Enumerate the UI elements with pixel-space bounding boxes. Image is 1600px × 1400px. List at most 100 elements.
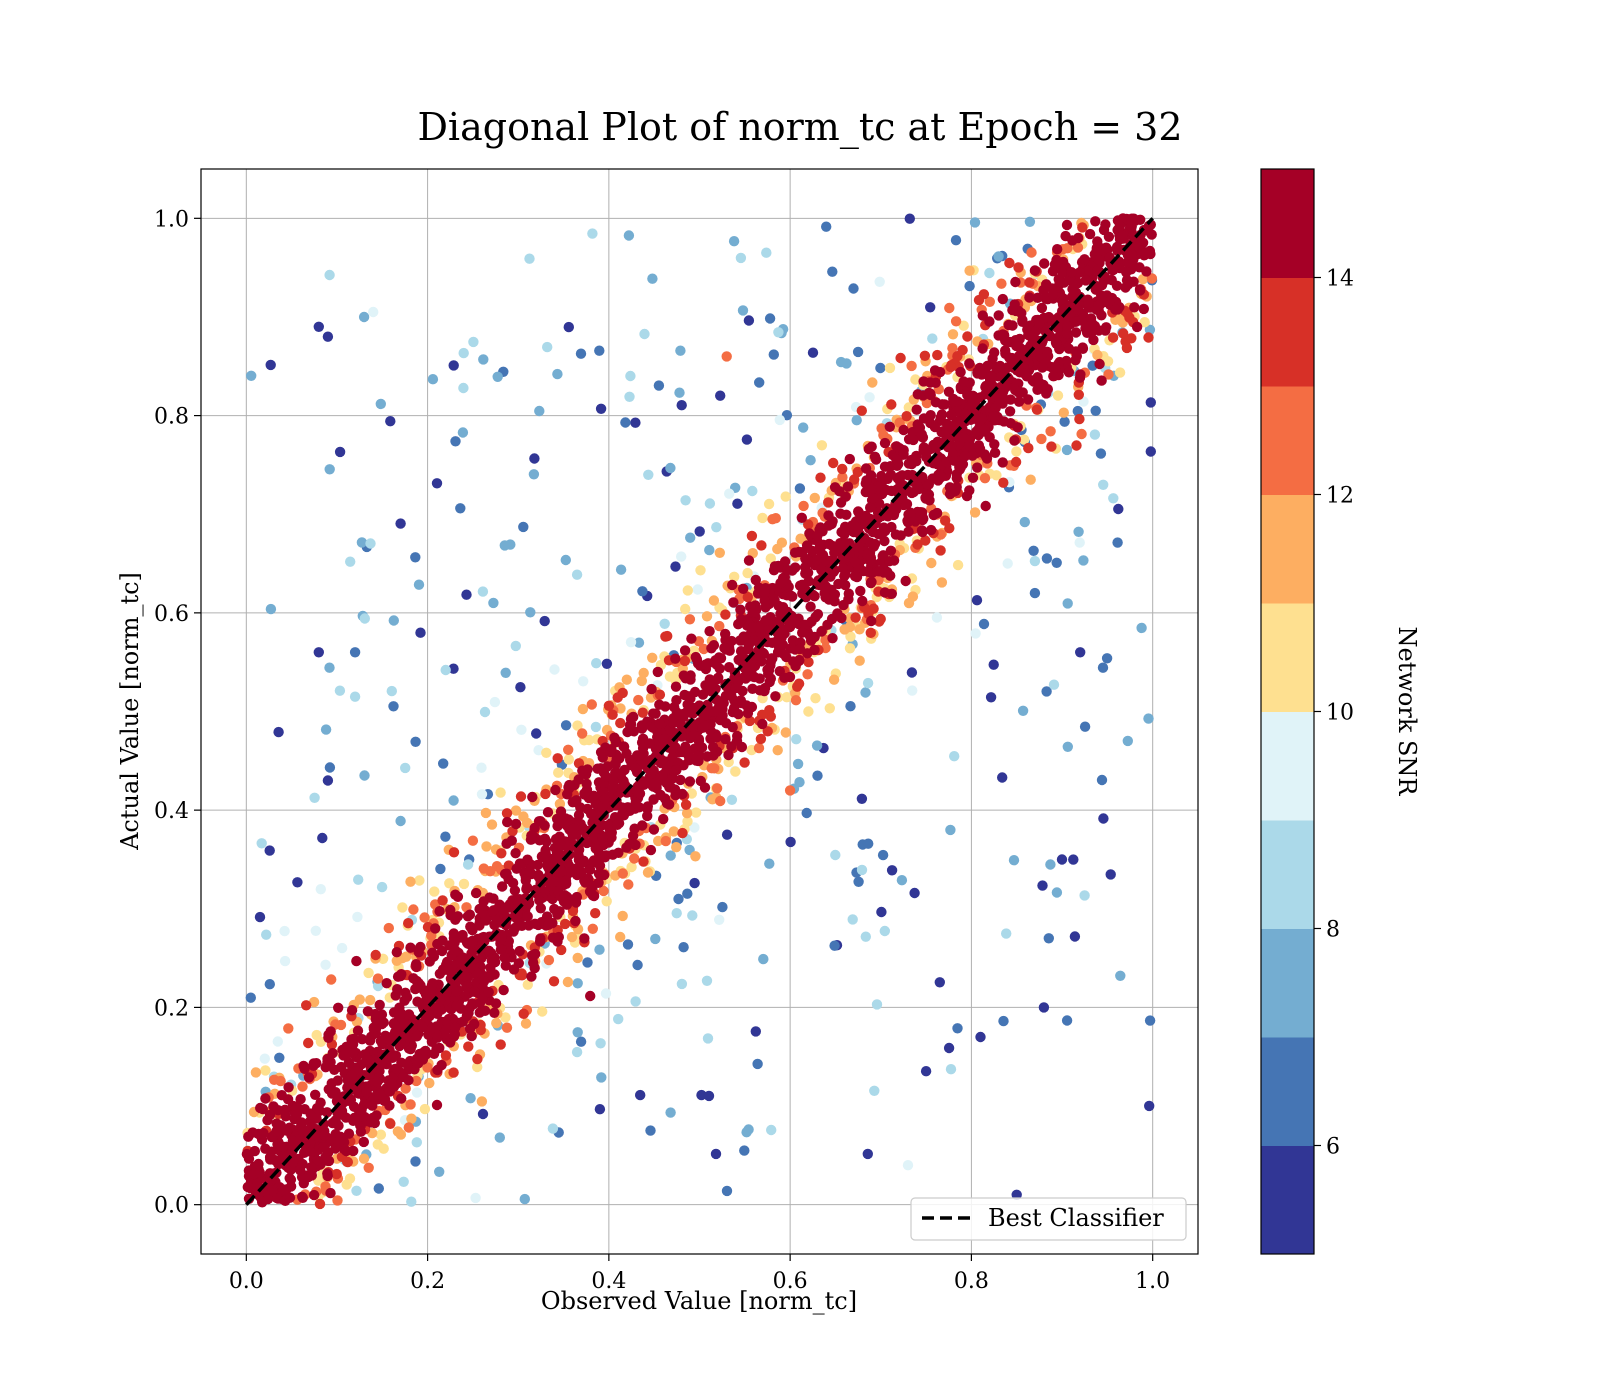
scatter-point [422, 1062, 433, 1073]
scatter-point [528, 469, 540, 480]
scatter-point [718, 697, 729, 709]
scatter-point [353, 874, 364, 885]
scatter-point [1083, 297, 1094, 309]
scatter-point [372, 973, 384, 984]
scatter-point [1130, 215, 1141, 226]
scatter-point [457, 427, 469, 438]
scatter-point [243, 1131, 254, 1142]
scatter-point [562, 976, 574, 988]
scatter-point [750, 574, 761, 586]
scatter-point [529, 453, 540, 464]
scatter-point [816, 564, 827, 575]
scatter-point [699, 720, 710, 732]
scatter-point [643, 469, 654, 480]
scatter-point [701, 975, 713, 986]
scatter-point [1094, 358, 1105, 370]
scatter-point [366, 1117, 377, 1128]
scatter-point [704, 544, 715, 556]
scatter-point [1024, 216, 1036, 227]
scatter-point [941, 424, 952, 435]
scatter-point [929, 421, 941, 433]
scatter-point [1103, 369, 1114, 380]
scatter-point [857, 595, 868, 607]
scatter-point [1096, 375, 1107, 386]
scatter-point [1142, 225, 1154, 236]
scatter-point [254, 1167, 265, 1178]
scatter-point [609, 732, 620, 743]
scatter-point [542, 341, 553, 353]
scatter-point [259, 1053, 270, 1064]
scatter-point [495, 787, 506, 798]
scatter-point [1045, 859, 1056, 870]
scatter-point [571, 569, 583, 580]
scatter-point [716, 713, 728, 724]
scatter-point [420, 1045, 431, 1057]
scatter-point [931, 612, 943, 623]
scatter-point [847, 914, 858, 925]
scatter-point [742, 591, 753, 603]
scatter-point [823, 497, 834, 508]
scatter-point [959, 451, 971, 462]
scatter-point [1041, 686, 1052, 697]
scatter-point [691, 755, 702, 766]
scatter-point [610, 767, 621, 779]
scatter-point [1051, 887, 1063, 898]
scatter-points [241, 213, 1158, 1210]
scatter-point [1131, 321, 1143, 333]
scatter-point [401, 992, 413, 1003]
scatter-point [405, 1099, 416, 1110]
scatter-point [773, 327, 784, 338]
scatter-point [1018, 434, 1030, 445]
colorbar-tick-label: 12 [1326, 484, 1354, 509]
colorbar-segment [1261, 1037, 1314, 1146]
scatter-point [978, 618, 990, 630]
scatter-point [918, 513, 929, 524]
scatter-point [599, 852, 611, 863]
scatter-point [821, 221, 832, 232]
scatter-point [542, 807, 554, 818]
scatter-point [891, 441, 902, 452]
scatter-point [376, 881, 388, 893]
scatter-point [936, 577, 948, 588]
scatter-point [935, 412, 947, 423]
scatter-point [478, 354, 489, 365]
scatter-point [759, 587, 770, 598]
scatter-point [1114, 367, 1126, 378]
scatter-point [682, 816, 693, 827]
scatter-point [488, 893, 499, 904]
scatter-point [429, 886, 440, 897]
scatter-point [1117, 230, 1128, 241]
scatter-point [467, 835, 479, 846]
scatter-point [241, 1148, 253, 1160]
scatter-point [848, 283, 859, 294]
colorbar-segment [1261, 386, 1314, 495]
colorbar-tick-label: 8 [1326, 918, 1340, 943]
scatter-point [758, 953, 769, 965]
scatter-point [534, 936, 546, 947]
scatter-point [1097, 662, 1109, 673]
scatter-point [1040, 326, 1051, 337]
scatter-point [515, 682, 526, 693]
scatter-point [958, 432, 969, 443]
scatter-point [650, 933, 661, 945]
scatter-point [1114, 221, 1126, 232]
scatter-point [572, 720, 583, 731]
scatter-point [678, 708, 689, 720]
scatter-point [320, 724, 332, 735]
scatter-point [908, 434, 919, 446]
scatter-point [1036, 302, 1048, 314]
scatter-point [671, 842, 682, 853]
scatter-point [874, 566, 885, 577]
scatter-point [689, 877, 700, 889]
scatter-point [681, 808, 693, 819]
scatter-point [644, 738, 655, 749]
scatter-point [879, 587, 891, 598]
scatter-point [277, 1141, 288, 1152]
scatter-point [431, 478, 443, 489]
scatter-point [1013, 396, 1025, 407]
scatter-point [621, 748, 632, 759]
scatter-point [794, 643, 806, 655]
scatter-point [466, 948, 477, 959]
scatter-point [403, 1122, 414, 1133]
scatter-point [467, 935, 478, 946]
